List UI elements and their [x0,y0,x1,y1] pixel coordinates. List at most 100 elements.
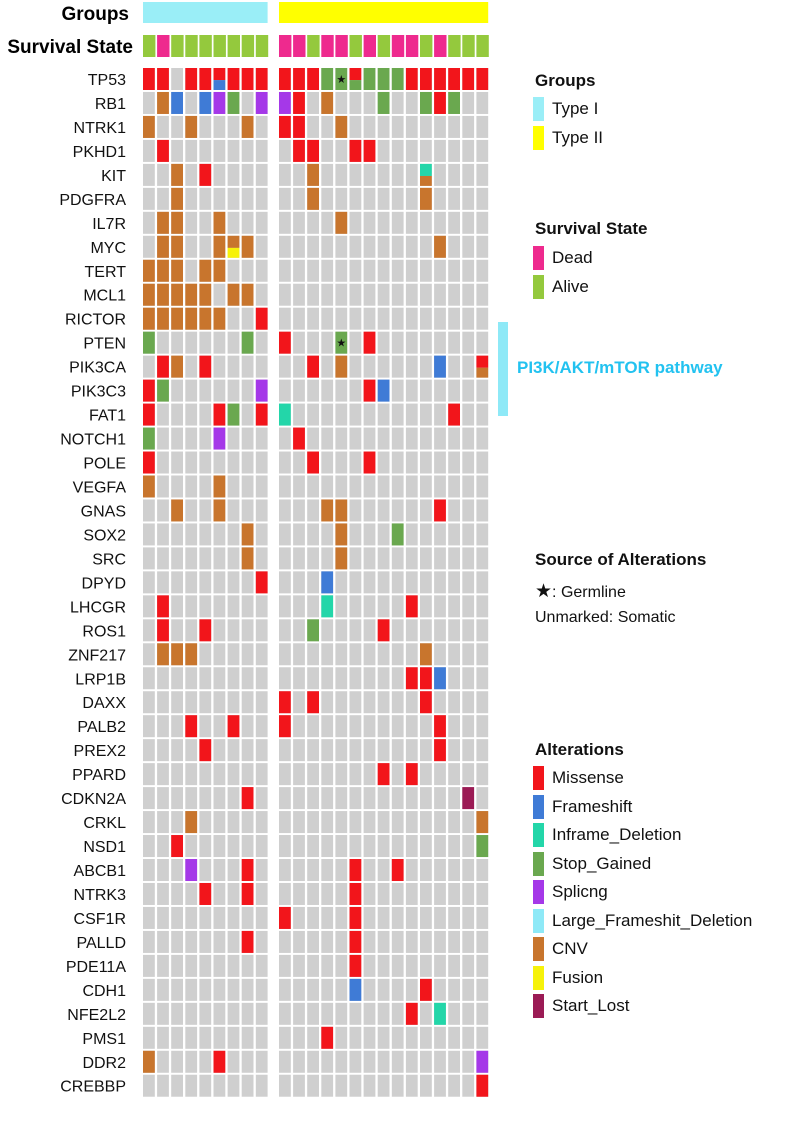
alteration-mark [321,68,334,90]
matrix-cell [171,619,183,642]
legend-label: Frameshift [552,796,633,816]
matrix-cell [462,1050,475,1073]
legend-groups-title: Groups [535,71,596,90]
matrix-cell [241,978,254,1001]
matrix-cell [462,954,475,977]
alteration-mark [434,355,446,378]
matrix-cell [476,475,489,498]
matrix-cell [241,906,254,929]
matrix-cell [157,1002,169,1025]
gene-label: PMS1 [82,1031,126,1048]
matrix-cell [434,763,446,786]
matrix-cell [307,427,319,450]
matrix-cell [293,595,305,618]
matrix-cell [391,403,404,426]
matrix-cell [185,139,198,162]
matrix-cell [405,954,418,977]
matrix-cell [448,859,460,882]
matrix-cell [255,211,268,234]
matrix-cell [476,619,489,642]
matrix-cell [377,139,390,162]
matrix-cell [293,1026,305,1049]
alteration-mark [157,259,169,282]
matrix-cell [143,547,155,570]
alteration-mark [185,859,198,882]
matrix-cell [241,139,254,162]
legend-label: CNV [552,939,588,958]
alteration-mark [143,307,155,330]
alteration-mark [279,403,291,426]
alteration-mark [241,68,254,90]
legend-label: Dead [552,248,593,267]
matrix-cell [420,1074,432,1097]
matrix-cell [255,139,268,162]
matrix-cell [241,835,254,858]
matrix-cell [171,906,183,929]
matrix-cell [185,906,198,929]
legend-item: Fusion [533,965,603,991]
alteration-mark [293,115,305,138]
matrix-cell [349,499,362,522]
matrix-cell [157,787,169,810]
matrix-cell [448,307,460,330]
matrix-cell [255,355,268,378]
matrix-cell [279,211,291,234]
matrix-cell [227,571,240,594]
matrix-cell [171,954,183,977]
matrix-cell [363,811,376,834]
matrix-cell [227,379,240,402]
matrix-cell [241,307,254,330]
alteration-mark [476,1074,489,1097]
matrix-cell [143,691,155,714]
gene-label: PALB2 [77,719,126,736]
alteration-mark [377,379,390,402]
matrix-cell [199,595,212,618]
matrix-cell [171,978,183,1001]
matrix-cell [321,835,334,858]
gene-label: LHCGR [70,599,126,616]
matrix-cell [307,787,319,810]
survival-cell [143,35,156,57]
matrix-cell [476,115,489,138]
matrix-cell [462,523,475,546]
matrix-cell [293,571,305,594]
alteration-mark [420,667,432,690]
alteration-mark [213,427,226,450]
gene-label: PKHD1 [73,144,126,161]
gene-label: PTEN [83,336,126,353]
matrix-cell [307,379,319,402]
matrix-cell [377,595,390,618]
alteration-mark [157,619,169,642]
alteration-mark [420,91,432,114]
alteration-mark [391,859,404,882]
matrix-cell [391,547,404,570]
alteration-mark [434,499,446,522]
matrix-cell [279,523,291,546]
matrix-cell [321,691,334,714]
legend-swatch [533,794,544,819]
matrix-cell [349,667,362,690]
matrix-cell [185,91,198,114]
matrix-cell [363,163,376,186]
matrix-cell [335,978,348,1001]
matrix-cell [363,547,376,570]
matrix-cell [307,331,319,354]
matrix-cell [241,811,254,834]
alteration-mark [349,954,362,977]
alteration-mark [255,403,268,426]
matrix-cell [420,1050,432,1073]
matrix-cell [213,859,226,882]
matrix-cell [377,691,390,714]
legend-item: Type I [533,96,598,122]
matrix-cell [255,739,268,762]
matrix-cell [293,379,305,402]
matrix-cell [143,139,155,162]
matrix-cell [307,643,319,666]
matrix-cell [279,259,291,282]
survival-cell [434,35,447,57]
gene-label: NOTCH1 [60,432,126,449]
matrix-cell [307,811,319,834]
matrix-cell [143,523,155,546]
matrix-cell [377,259,390,282]
alteration-mark [213,307,226,330]
